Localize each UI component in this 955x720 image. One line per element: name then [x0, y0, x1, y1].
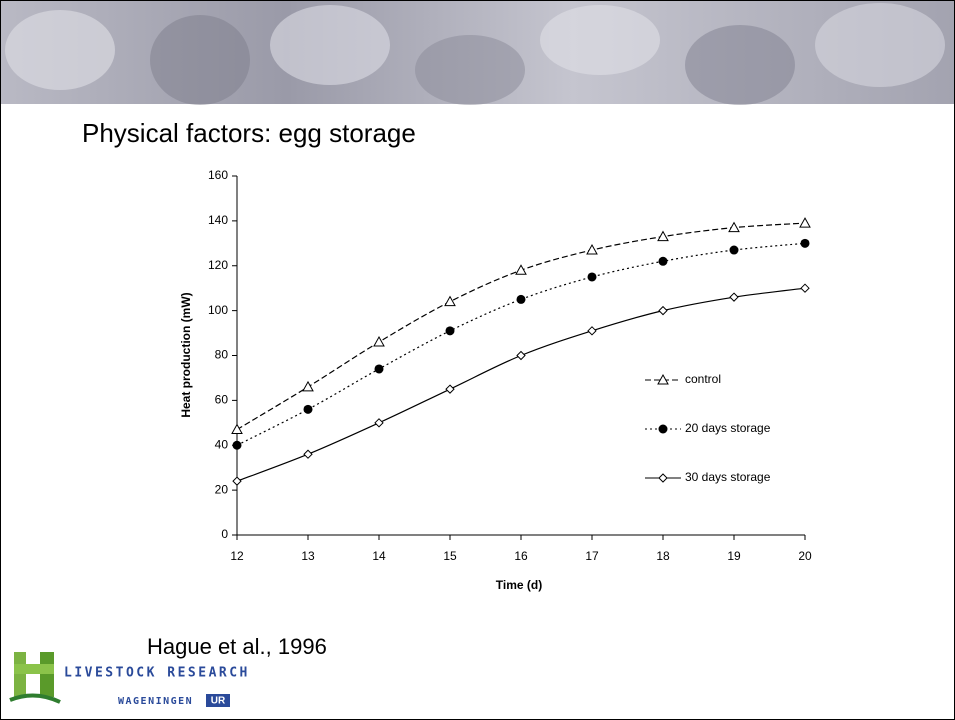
legend-label: 20 days storage — [685, 421, 771, 435]
x-tick-label: 16 — [514, 549, 528, 563]
marker — [444, 295, 456, 307]
y-tick-label: 140 — [208, 213, 228, 227]
citation: Hague et al., 1996 — [147, 634, 327, 659]
marker — [232, 440, 242, 450]
marker — [515, 264, 527, 275]
header-image — [1, 1, 954, 105]
y-tick-label: 160 — [208, 168, 228, 182]
marker — [516, 350, 526, 361]
x-tick-label: 20 — [798, 549, 812, 563]
marker — [516, 294, 526, 304]
x-tick-label: 12 — [230, 549, 244, 563]
legend-marker — [658, 424, 668, 434]
x-tick-label: 14 — [372, 549, 386, 563]
y-tick-label: 80 — [215, 348, 229, 362]
x-tick-label: 17 — [585, 549, 599, 563]
marker — [658, 305, 668, 316]
logo-badge: UR — [211, 696, 226, 707]
marker — [729, 245, 739, 255]
y-tick-label: 0 — [221, 527, 228, 541]
marker — [800, 238, 810, 248]
y-tick-label: 20 — [215, 482, 229, 496]
legend-label: control — [685, 372, 721, 386]
x-tick-label: 15 — [443, 549, 457, 563]
x-tick-label: 19 — [727, 549, 741, 563]
marker — [374, 364, 384, 374]
marker — [303, 449, 313, 459]
slide-title: Physical factors: egg storage — [82, 118, 416, 148]
marker — [586, 244, 598, 255]
x-tick-label: 13 — [301, 549, 315, 563]
marker — [445, 384, 455, 394]
marker — [231, 423, 243, 435]
logo-text: WAGENINGEN — [118, 696, 193, 707]
plot: 0 20 40 60 80 100 120 140 160 12 13 14 15 16 17 18 19 20 c… — [208, 168, 812, 563]
marker — [587, 272, 597, 282]
legend-marker — [657, 373, 669, 385]
legend-label: 30 days storage — [685, 470, 771, 484]
series-line — [236, 222, 806, 431]
marker — [799, 217, 811, 228]
series-line — [236, 242, 806, 446]
marker — [587, 326, 597, 336]
y-tick-label: 120 — [208, 258, 228, 272]
marker — [373, 336, 385, 347]
marker — [800, 283, 810, 293]
y-tick-label: 60 — [215, 393, 229, 407]
marker — [303, 404, 313, 414]
y-tick-label: 100 — [208, 303, 228, 317]
marker — [658, 256, 668, 266]
marker — [374, 418, 384, 428]
logo-text: LIVESTOCK RESEARCH — [64, 666, 250, 681]
marker — [445, 326, 455, 336]
marker — [728, 221, 740, 233]
x-tick-label: 18 — [656, 549, 670, 563]
marker — [232, 476, 242, 486]
marker — [302, 380, 314, 392]
y-axis-label: Heat production (mW) — [179, 292, 193, 417]
y-tick-label: 40 — [215, 437, 229, 451]
marker — [657, 230, 669, 242]
legend-marker — [658, 473, 668, 483]
x-axis-label: Time (d) — [496, 578, 542, 592]
marker — [729, 292, 739, 302]
logo: LIVESTOCK RESEARCH WAGENINGEN UR — [9, 652, 250, 707]
